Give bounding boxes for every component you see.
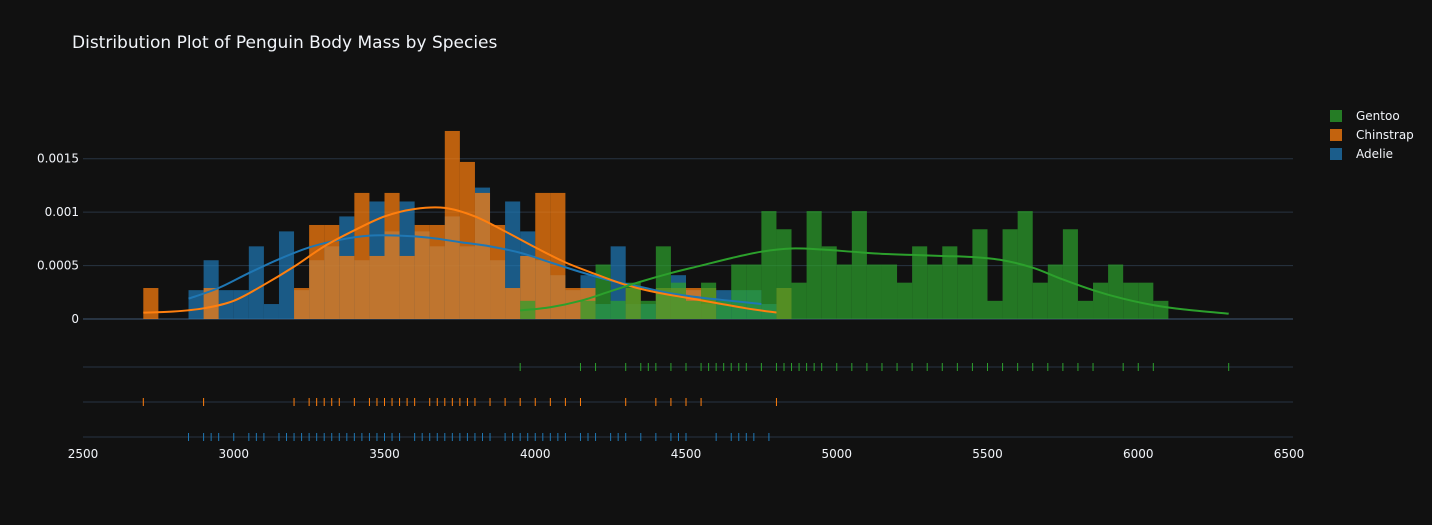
histogram-bar-adelie xyxy=(218,290,234,319)
histogram-bar-gentoo xyxy=(942,246,958,319)
histogram-bar-gentoo xyxy=(761,211,777,319)
histogram-bar-adelie xyxy=(248,246,264,319)
histogram-bar-chinstrap xyxy=(399,255,415,319)
histogram-bar-gentoo xyxy=(806,211,822,319)
x-tick-label: 5500 xyxy=(972,447,1003,461)
y-tick-label: 0.0005 xyxy=(37,259,79,273)
histogram-bar-gentoo xyxy=(580,300,596,319)
kde-curves xyxy=(143,206,1229,315)
histogram-bar-chinstrap xyxy=(505,288,521,319)
histogram-bar-gentoo xyxy=(1032,282,1048,319)
histogram-bar-gentoo xyxy=(640,300,656,319)
histogram-bar-gentoo xyxy=(791,282,807,319)
histogram-bar-chinstrap xyxy=(324,224,340,319)
histogram-bar-gentoo xyxy=(851,211,867,319)
histogram-bar-chinstrap xyxy=(339,255,355,319)
histogram-bar-chinstrap xyxy=(550,192,566,319)
histogram-bar-gentoo xyxy=(625,282,641,319)
legend: Gentoo Chinstrap Adelie xyxy=(1330,106,1414,163)
histogram-bar-gentoo xyxy=(972,229,988,319)
histogram-bar-gentoo xyxy=(1108,264,1124,319)
histogram-bar-adelie xyxy=(233,290,249,319)
histogram-bars xyxy=(143,130,1169,319)
histogram-bar-gentoo xyxy=(1153,300,1169,319)
histogram-bar-gentoo xyxy=(776,229,792,319)
kde-curve-chinstrap xyxy=(143,206,777,314)
histogram-bar-adelie xyxy=(278,231,295,319)
histogram-bar-chinstrap xyxy=(490,224,506,319)
y-tick-label: 0.001 xyxy=(45,205,79,219)
x-tick-label: 4000 xyxy=(520,447,551,461)
histogram-bar-chinstrap xyxy=(444,130,460,319)
kde-curve-adelie xyxy=(188,234,762,306)
histogram-bar-chinstrap xyxy=(535,192,551,319)
x-tick-label: 3500 xyxy=(369,447,400,461)
histogram-bar-gentoo xyxy=(987,300,1003,319)
histogram-bar-chinstrap xyxy=(354,192,370,319)
histogram-bar-gentoo xyxy=(1062,229,1078,319)
x-tick-label: 3000 xyxy=(218,447,249,461)
histogram-bar-gentoo xyxy=(1093,282,1109,319)
histogram-bar-chinstrap xyxy=(203,288,219,319)
histogram-bar-gentoo xyxy=(927,264,943,319)
legend-item-gentoo[interactable]: Gentoo xyxy=(1330,106,1414,125)
histogram-bar-gentoo xyxy=(670,282,686,319)
histogram-bar-gentoo xyxy=(957,264,973,319)
histogram-bar-gentoo xyxy=(836,264,852,319)
x-tick-label: 5000 xyxy=(821,447,852,461)
legend-swatch-gentoo xyxy=(1330,109,1342,122)
histogram-bar-gentoo xyxy=(1138,282,1154,319)
histogram-bar-chinstrap xyxy=(414,224,430,319)
histogram-bar-gentoo xyxy=(821,246,837,319)
legend-item-chinstrap[interactable]: Chinstrap xyxy=(1330,125,1414,144)
legend-label-chinstrap: Chinstrap xyxy=(1356,127,1414,142)
histogram-bar-gentoo xyxy=(1002,229,1018,319)
histogram-bar-gentoo xyxy=(897,282,913,319)
histogram-bar-gentoo xyxy=(610,300,626,319)
x-tick-label: 2500 xyxy=(68,447,99,461)
histogram-bar-chinstrap xyxy=(309,224,325,319)
legend-swatch-chinstrap xyxy=(1330,128,1342,141)
legend-swatch-adelie xyxy=(1330,147,1342,160)
histogram-bar-gentoo xyxy=(1077,300,1094,319)
kde-curve-gentoo xyxy=(520,247,1229,315)
histogram-bar-gentoo xyxy=(1047,264,1063,319)
legend-label-adelie: Adelie xyxy=(1356,146,1394,161)
histogram-bar-gentoo xyxy=(686,300,702,319)
x-tick-label: 4500 xyxy=(671,447,702,461)
axis-ticks: 0 0.0005 0.001 0.0015 2500 3000 3500 4000 4500 50… xyxy=(37,152,1304,461)
histogram-bar-gentoo xyxy=(881,264,898,319)
x-tick-label: 6500 xyxy=(1274,447,1305,461)
legend-label-gentoo: Gentoo xyxy=(1356,108,1400,123)
histogram-bar-chinstrap xyxy=(294,288,310,319)
histogram-bar-gentoo xyxy=(912,246,928,319)
histogram-bar-chinstrap xyxy=(143,288,159,319)
legend-item-adelie[interactable]: Adelie xyxy=(1330,144,1414,163)
histogram-bar-gentoo xyxy=(866,264,882,319)
x-tick-label: 6000 xyxy=(1123,447,1154,461)
histogram-bar-chinstrap xyxy=(429,224,445,319)
histogram-bar-chinstrap xyxy=(369,255,385,319)
histogram-bar-gentoo xyxy=(655,246,671,319)
y-tick-label: 0.0015 xyxy=(37,152,79,166)
histogram-bar-chinstrap xyxy=(384,192,400,319)
histogram-bar-chinstrap xyxy=(459,161,475,319)
histogram-bar-gentoo xyxy=(746,264,762,319)
rug-plots xyxy=(142,363,1230,441)
y-tick-label: 0 xyxy=(71,312,79,326)
histogram-bar-chinstrap xyxy=(474,192,491,319)
chart-title: Distribution Plot of Penguin Body Mass b… xyxy=(72,33,498,53)
histogram-bar-gentoo xyxy=(731,264,747,319)
histogram-bar-adelie xyxy=(263,304,279,319)
